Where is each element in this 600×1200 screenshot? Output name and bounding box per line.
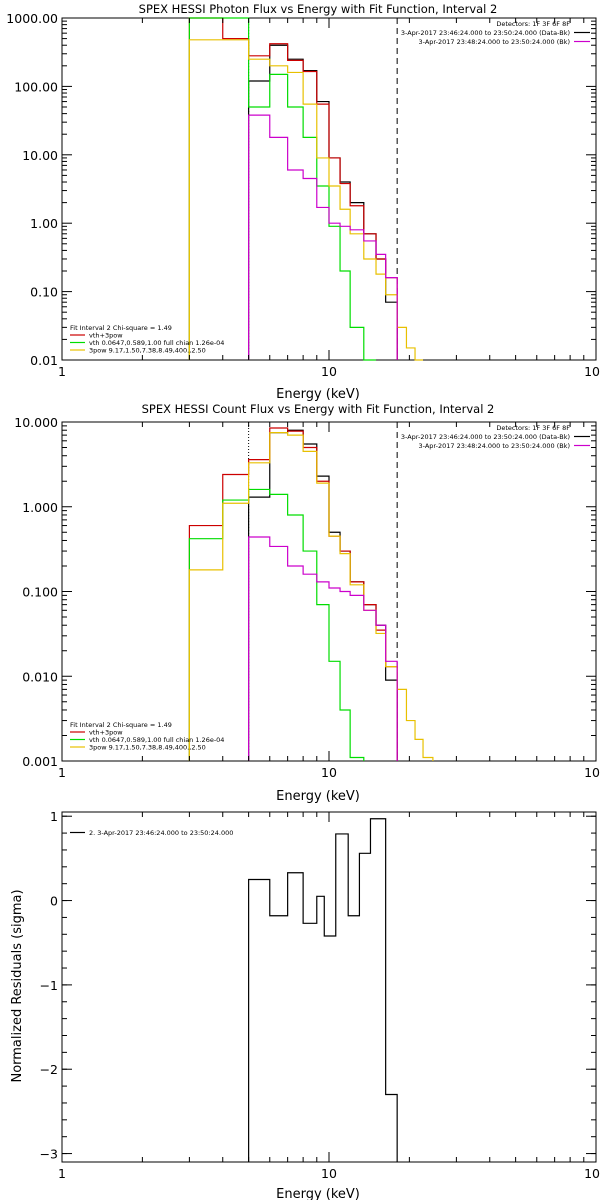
info-text: 3-Apr-2017 23:46:24.000 to 23:50:24.000 … bbox=[401, 433, 570, 441]
info-text: 3-Apr-2017 23:48:24.000 to 23:50:24.000 … bbox=[419, 38, 570, 46]
info-text: Detectors: 1F 3F 6F 8F bbox=[496, 424, 570, 432]
y-tick-label: 1.00 bbox=[30, 216, 58, 231]
series-line bbox=[248, 818, 398, 1162]
y-tick-label: 10.000 bbox=[14, 415, 58, 430]
y-tick-label: 1000.00 bbox=[6, 11, 58, 26]
photon-flux-ticks: 1 10 100 0.01 0.10 1.00 10.00 100.00 1000.00 bbox=[6, 11, 600, 379]
series-line bbox=[188, 39, 424, 361]
y-tick-label: 10.00 bbox=[22, 148, 58, 163]
y-tick-label: 0.10 bbox=[30, 285, 58, 300]
legend-text: 2. 3-Apr-2017 23:46:24.000 to 23:50:24.0… bbox=[89, 829, 233, 837]
info-text: Detectors: 1F 3F 6F 8F bbox=[496, 20, 570, 28]
y-tick-label: 0.010 bbox=[22, 669, 58, 684]
count-flux-panel: SPEX HESSI Count Flux vs Energy with Fit… bbox=[14, 402, 600, 804]
x-tick-label: 1 bbox=[58, 1166, 66, 1181]
x-tick-label: 1 bbox=[58, 364, 66, 379]
legend-text: Fit Interval 2 Chi-square = 1.49 bbox=[70, 721, 172, 729]
x-tick-label: 100 bbox=[584, 765, 600, 780]
count-flux-info: Detectors: 1F 3F 6F 8F3-Apr-2017 23:46:2… bbox=[401, 424, 590, 450]
legend-text: 3pow 9.17,1.50,7.38,8.49,400.,2.50 bbox=[89, 347, 206, 355]
series-line bbox=[188, 427, 398, 761]
legend-text: Fit Interval 2 Chi-square = 1.49 bbox=[70, 324, 172, 332]
series-line bbox=[188, 17, 377, 361]
series-line bbox=[248, 44, 398, 360]
photon-flux-legend: Fit Interval 2 Chi-square = 1.49vth+3pow… bbox=[70, 324, 224, 355]
info-text: 3-Apr-2017 23:48:24.000 to 23:50:24.000 … bbox=[419, 442, 570, 450]
y-tick-label: −2 bbox=[40, 1062, 58, 1077]
count-flux-plot-frame bbox=[61, 421, 597, 762]
x-tick-label: 10 bbox=[321, 1166, 337, 1181]
residuals-panel: 1 10 100 −3 −2 −1 0 1 2. 3-Apr-2017 23:46:24.00… bbox=[10, 809, 600, 1200]
y-tick-label: −3 bbox=[40, 1147, 58, 1162]
y-tick-label: 100.00 bbox=[14, 79, 58, 94]
legend-text: vth 0.0647,0.589,1.00 full chian 1.26e-0… bbox=[89, 736, 224, 744]
residuals-plot-frame bbox=[61, 811, 597, 1163]
count-flux-title: SPEX HESSI Count Flux vs Energy with Fit… bbox=[142, 402, 495, 416]
legend-text: 3pow 9.17,1.50,7.38,8.49,400.,2.50 bbox=[89, 744, 206, 752]
photon-flux-panel: SPEX HESSI Photon Flux vs Energy with Fi… bbox=[6, 2, 600, 402]
series-line bbox=[188, 431, 434, 761]
count-flux-legend: Fit Interval 2 Chi-square = 1.49vth+3pow… bbox=[70, 721, 224, 752]
y-tick-label: 1 bbox=[50, 809, 58, 824]
residuals-legend: 2. 3-Apr-2017 23:46:24.000 to 23:50:24.0… bbox=[70, 829, 233, 837]
legend-text: vth+3pow bbox=[89, 729, 123, 737]
x-tick-label: 1 bbox=[58, 765, 66, 780]
y-tick-label: 0.001 bbox=[22, 754, 58, 769]
x-tick-label: 10 bbox=[321, 765, 337, 780]
residuals-ticks: 1 10 100 −3 −2 −1 0 1 bbox=[40, 809, 600, 1181]
y-tick-label: 0.100 bbox=[22, 585, 58, 600]
residuals-marks bbox=[248, 818, 398, 1162]
photon-flux-title: SPEX HESSI Photon Flux vs Energy with Fi… bbox=[139, 2, 498, 16]
photon-flux-marks bbox=[188, 17, 424, 361]
count-flux-ticks: 1 10 100 0.001 0.010 0.100 1.000 10.000 bbox=[14, 415, 600, 780]
count-flux-xlabel: Energy (keV) bbox=[276, 789, 360, 804]
series-line bbox=[248, 114, 398, 360]
series-line bbox=[188, 488, 365, 761]
count-flux-marks bbox=[188, 422, 434, 761]
y-tick-label: 0 bbox=[50, 894, 58, 909]
x-tick-label: 100 bbox=[584, 364, 600, 379]
residuals-ylabel: Normalized Residuals (sigma) bbox=[10, 889, 25, 1082]
x-tick-label: 10 bbox=[321, 364, 337, 379]
photon-flux-xlabel: Energy (keV) bbox=[276, 387, 360, 402]
photon-flux-info: Detectors: 1F 3F 6F 8F3-Apr-2017 23:46:2… bbox=[401, 20, 590, 46]
y-tick-label: 1.000 bbox=[22, 500, 58, 515]
series-line bbox=[248, 429, 398, 761]
y-tick-label: 0.01 bbox=[30, 353, 58, 368]
series-line bbox=[248, 536, 398, 761]
info-text: 3-Apr-2017 23:46:24.000 to 23:50:24.000 … bbox=[401, 29, 570, 37]
x-tick-label: 100 bbox=[584, 1166, 600, 1181]
series-line bbox=[188, 17, 398, 360]
y-tick-label: −1 bbox=[40, 978, 58, 993]
residuals-xlabel: Energy (keV) bbox=[276, 1187, 360, 1200]
legend-text: vth+3pow bbox=[89, 332, 123, 340]
legend-text: vth 0.0647,0.589,1.00 full chian 1.26e-0… bbox=[89, 339, 224, 347]
